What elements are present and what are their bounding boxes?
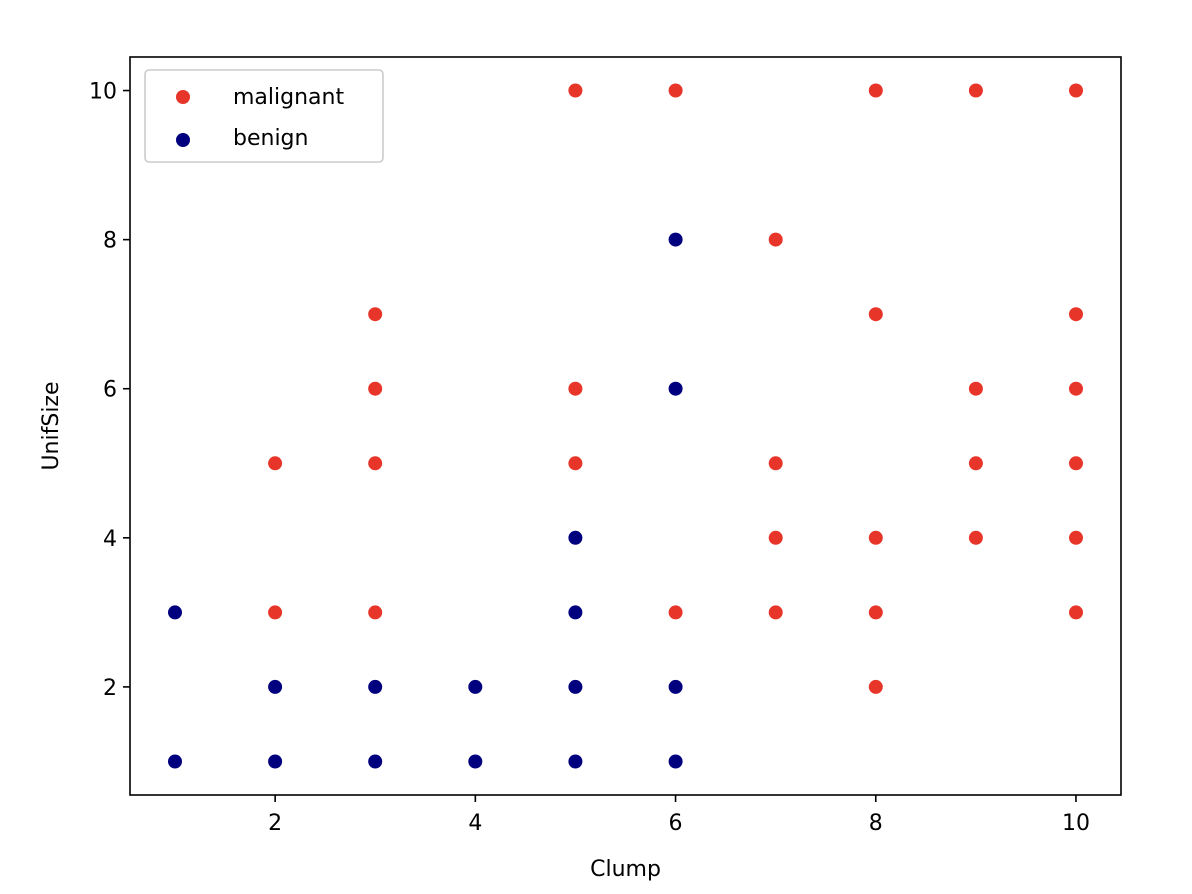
point-benign-2: [568, 530, 583, 545]
point-malignant-27: [868, 605, 883, 620]
x-tick-label-2: 2: [268, 811, 282, 836]
data-points: [168, 83, 1083, 769]
legend-marker-benign: [176, 133, 190, 147]
point-malignant-8: [1069, 307, 1083, 322]
point-benign-8: [568, 679, 583, 694]
point-benign-3: [168, 605, 182, 620]
legend-label-benign: benign: [233, 126, 308, 151]
point-benign-0: [668, 232, 683, 247]
x-tick-label-4: 4: [468, 811, 482, 836]
point-benign-10: [168, 754, 182, 769]
legend-label-malignant: malignant: [233, 85, 344, 110]
point-malignant-9: [368, 381, 383, 396]
point-benign-6: [368, 679, 383, 694]
point-malignant-23: [268, 605, 283, 620]
point-malignant-28: [1069, 605, 1083, 620]
point-benign-12: [368, 754, 383, 769]
point-malignant-7: [868, 307, 883, 322]
x-tick-label-10: 10: [1062, 811, 1090, 836]
point-malignant-18: [1069, 456, 1083, 471]
plot-frame: [129, 56, 1122, 796]
point-benign-9: [668, 679, 683, 694]
point-malignant-0: [568, 83, 583, 98]
x-axis-label: Clump: [590, 857, 661, 882]
point-malignant-15: [568, 456, 583, 471]
point-malignant-4: [1069, 83, 1083, 98]
point-benign-13: [468, 754, 483, 769]
point-malignant-1: [668, 83, 683, 98]
y-tick-label-10: 10: [89, 80, 117, 105]
point-malignant-16: [768, 456, 783, 471]
point-benign-15: [668, 754, 683, 769]
point-benign-14: [568, 754, 583, 769]
point-malignant-10: [568, 381, 583, 396]
point-malignant-2: [868, 83, 883, 98]
y-tick-label-4: 4: [103, 527, 117, 552]
point-malignant-17: [968, 456, 983, 471]
point-malignant-13: [268, 456, 283, 471]
legend-box: [144, 69, 384, 163]
point-malignant-14: [368, 456, 383, 471]
legend-marker-malignant: [176, 90, 190, 104]
point-malignant-12: [1069, 381, 1083, 396]
point-malignant-25: [668, 605, 683, 620]
point-benign-5: [268, 679, 283, 694]
point-malignant-5: [768, 232, 783, 247]
point-malignant-19: [768, 530, 783, 545]
y-axis-ticks: 2 4 6 8 10: [89, 80, 130, 701]
y-tick-label-2: 2: [103, 676, 117, 701]
legend: malignant benign: [144, 69, 384, 163]
x-tick-label-8: 8: [869, 811, 883, 836]
point-benign-7: [468, 679, 483, 694]
x-tick-label-6: 6: [669, 811, 683, 836]
point-benign-1: [668, 381, 683, 396]
point-benign-11: [268, 754, 283, 769]
point-malignant-6: [368, 307, 383, 322]
y-tick-label-6: 6: [103, 378, 117, 403]
point-benign-4: [568, 605, 583, 620]
point-malignant-26: [768, 605, 783, 620]
point-malignant-24: [368, 605, 383, 620]
plot-area: [130, 57, 1121, 795]
point-malignant-29: [868, 679, 883, 694]
y-tick-label-8: 8: [103, 229, 117, 254]
y-axis-label: UnifSize: [39, 381, 64, 470]
point-malignant-21: [968, 530, 983, 545]
point-malignant-3: [968, 83, 983, 98]
x-axis-ticks: 2 4 6 8 10: [268, 795, 1090, 836]
point-malignant-11: [968, 381, 983, 396]
point-malignant-22: [1069, 530, 1083, 545]
point-malignant-20: [868, 530, 883, 545]
